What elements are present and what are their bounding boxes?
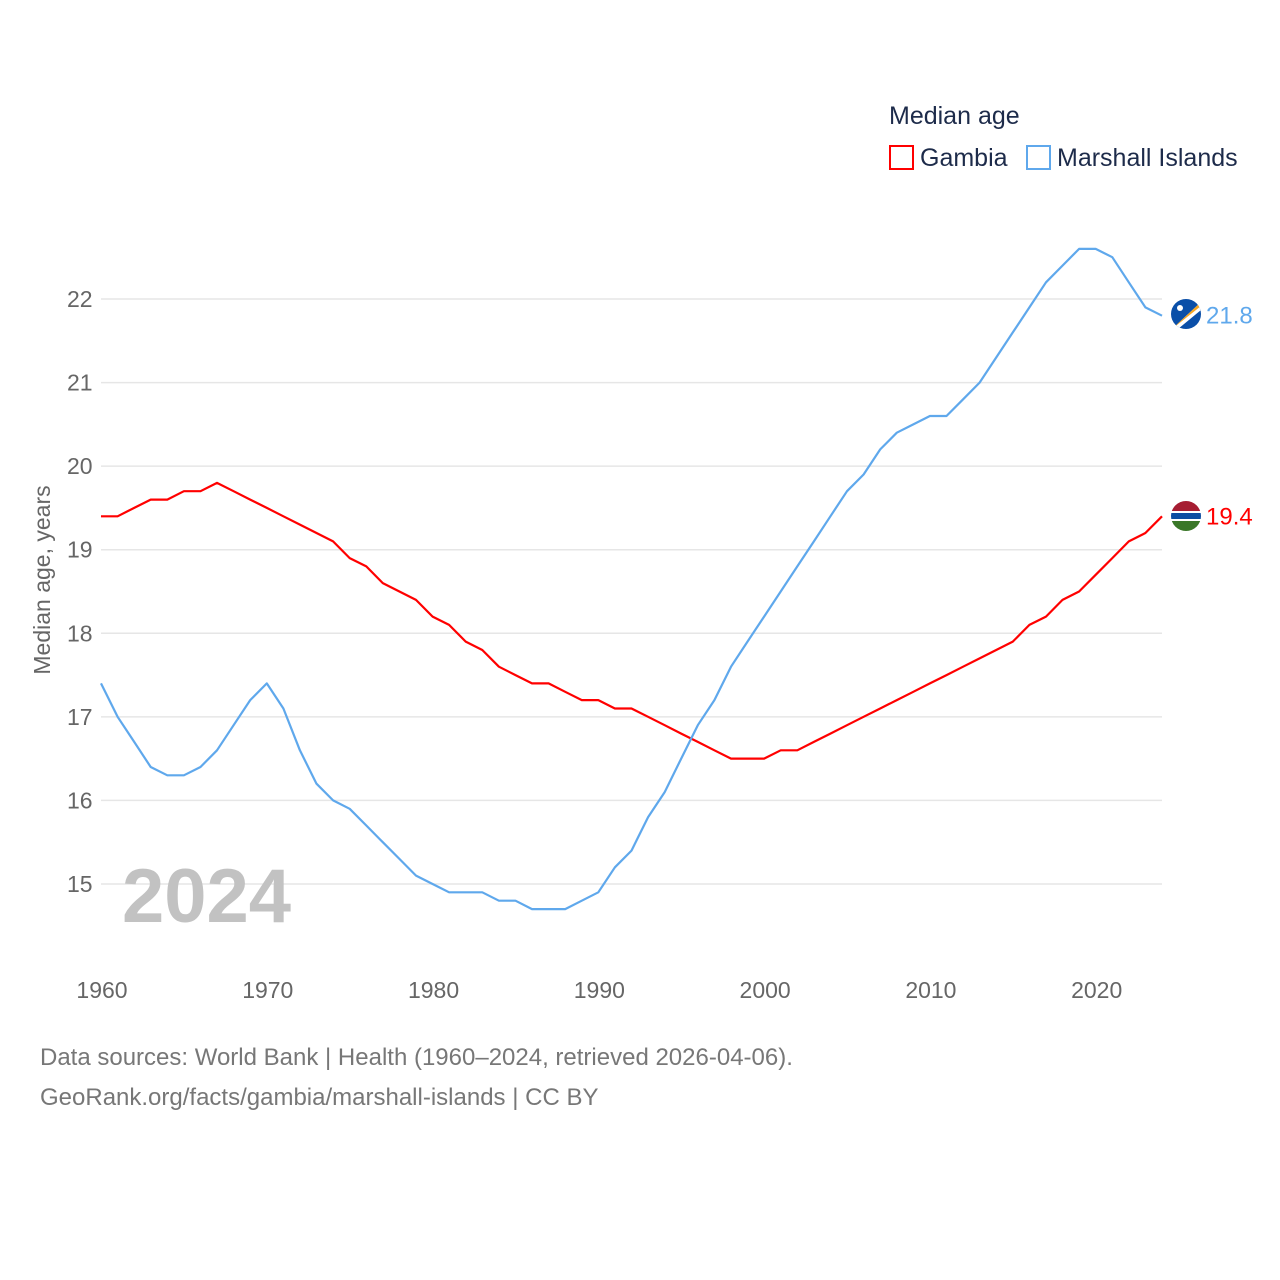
- year-watermark: 2024: [122, 854, 291, 939]
- legend-item-gambia[interactable]: Gambia: [889, 144, 1008, 172]
- data-sources-note: Data sources: World Bank | Health (1960–…: [40, 1044, 793, 1071]
- legend-swatch-gambia: [889, 145, 914, 170]
- y-axis-label: Median age, years: [29, 485, 55, 674]
- x-tick-label: 2020: [1071, 977, 1122, 1003]
- x-tick-label: 1990: [574, 977, 625, 1003]
- legend: Median age Gambia Marshall Islands: [889, 102, 1238, 172]
- legend-label-gambia: Gambia: [920, 144, 1008, 172]
- legend-title: Median age: [889, 102, 1020, 130]
- y-tick-label: 22: [67, 286, 93, 312]
- x-tick-label: 2000: [740, 977, 791, 1003]
- y-tick-label: 15: [67, 871, 93, 897]
- x-tick-label: 1980: [408, 977, 459, 1003]
- gambia-flag-icon: [1171, 501, 1201, 531]
- x-tick-label: 2010: [905, 977, 956, 1003]
- x-tick-label: 1960: [76, 977, 127, 1003]
- legend-swatch-marshall-islands: [1026, 145, 1051, 170]
- legend-label-marshall-islands: Marshall Islands: [1057, 144, 1238, 172]
- end-value-label-gambia: 19.4: [1206, 503, 1253, 530]
- legend-item-marshall-islands[interactable]: Marshall Islands: [1026, 144, 1238, 172]
- y-tick-label: 17: [67, 704, 93, 730]
- y-tick-label: 21: [67, 370, 93, 396]
- end-value-label-marshall-islands: 21.8: [1206, 303, 1253, 330]
- source-link[interactable]: GeoRank.org/facts/gambia/marshall-island…: [40, 1084, 599, 1111]
- x-tick-label: 1970: [242, 977, 293, 1003]
- y-tick-label: 19: [67, 537, 93, 563]
- y-tick-label: 18: [67, 620, 93, 646]
- y-tick-label: 20: [67, 453, 93, 479]
- series-line-marshall-islands: [100, 247, 1163, 911]
- y-tick-label: 16: [67, 787, 93, 813]
- marshall-islands-flag-icon: [1171, 299, 1201, 329]
